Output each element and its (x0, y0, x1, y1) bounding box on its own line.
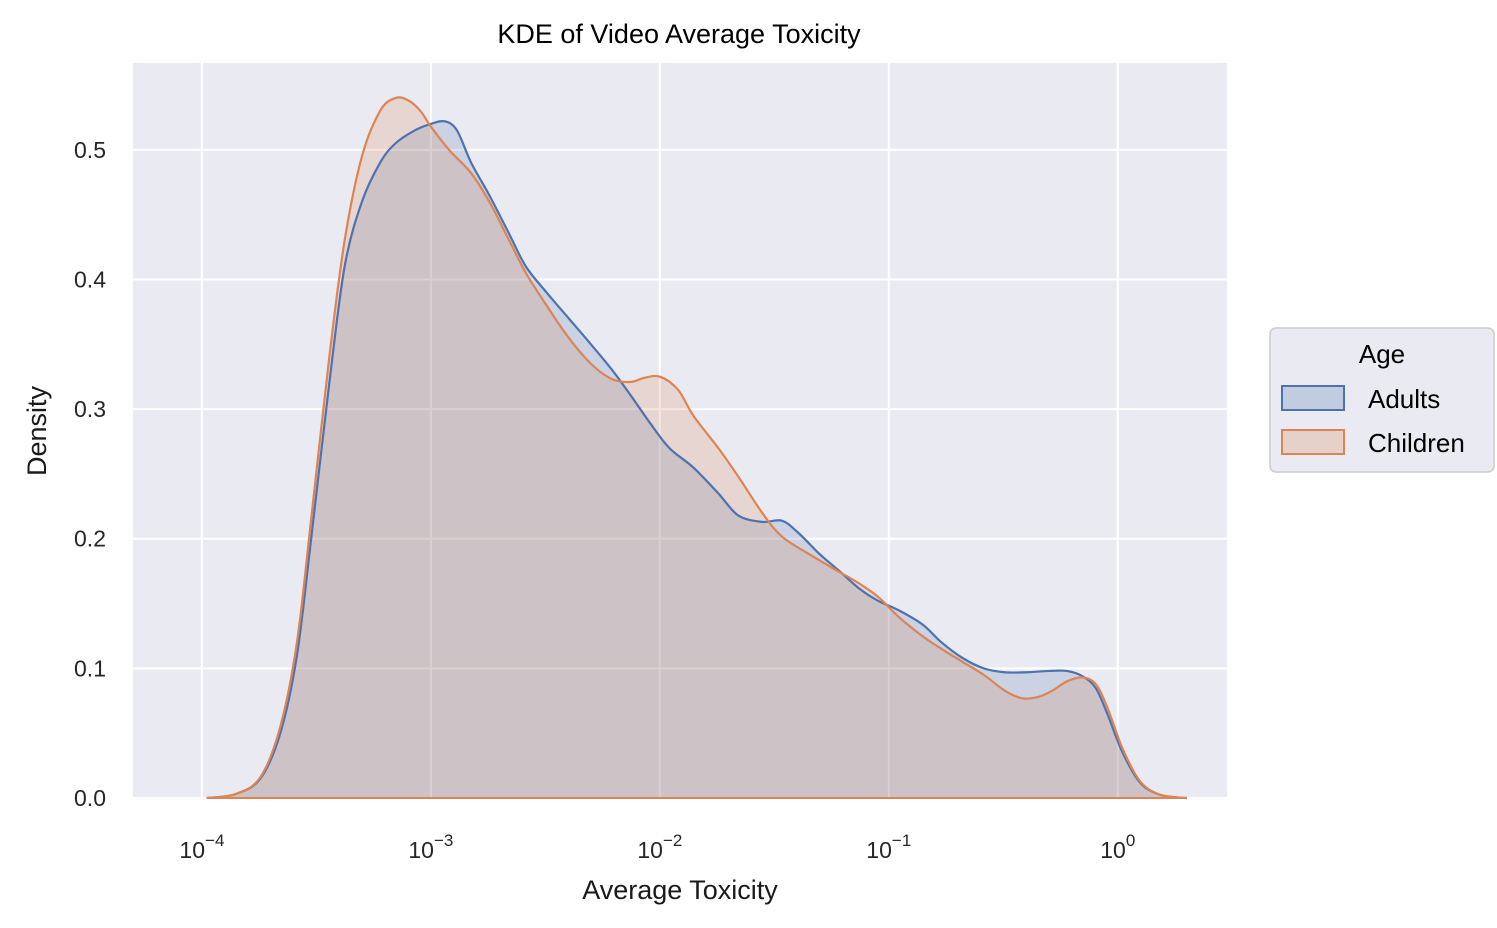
x-tick-exponent: −3 (434, 831, 453, 850)
legend-label-children: Children (1368, 428, 1465, 458)
legend-swatch-adults (1281, 385, 1345, 411)
legend-box (1269, 327, 1495, 473)
y-axis-label: Density (22, 385, 52, 476)
grid-lines (133, 63, 1227, 799)
x-tick-label: 10−4 (179, 831, 224, 863)
chart-title: KDE of Video Average Toxicity (497, 19, 861, 49)
kde-line-children (206, 96, 1187, 800)
series-layer (206, 96, 1187, 800)
x-tick-base: 10 (637, 837, 663, 863)
x-tick-base: 10 (179, 837, 205, 863)
kde-line-adults (206, 119, 1187, 800)
x-tick-label: 10−2 (637, 831, 682, 863)
legend-swatch-children (1281, 429, 1345, 455)
kde-area-adults (206, 121, 1187, 799)
legend: Age Adults Children (1269, 327, 1495, 473)
plot-area (133, 63, 1227, 798)
y-tick-label: 0.3 (74, 396, 106, 422)
y-axis-ticks: 0.0 0.1 0.2 0.3 0.4 0.5 (74, 137, 106, 811)
x-tick-base: 10 (408, 837, 434, 863)
x-axis-label: Average Toxicity (582, 875, 778, 905)
legend-title: Age (1359, 339, 1405, 369)
kde-area-children (206, 97, 1187, 798)
y-tick-label: 0.5 (74, 137, 106, 163)
x-tick-label: 100 (1100, 831, 1135, 863)
y-tick-label: 0.0 (74, 785, 106, 811)
y-tick-label: 0.2 (74, 526, 106, 552)
y-tick-label: 0.4 (74, 266, 106, 292)
x-tick-exponent: −4 (205, 831, 224, 850)
x-axis-ticks: 10−4 10−3 10−2 10−1 100 (179, 831, 1135, 863)
x-tick-exponent: −2 (663, 831, 682, 850)
y-tick-label: 0.1 (74, 655, 106, 681)
x-tick-label: 10−1 (866, 831, 911, 863)
x-tick-base: 10 (1100, 837, 1126, 863)
x-tick-exponent: −1 (892, 831, 911, 850)
x-tick-exponent: 0 (1126, 831, 1135, 850)
x-tick-label: 10−3 (408, 831, 453, 863)
x-tick-base: 10 (866, 837, 892, 863)
legend-label-adults: Adults (1368, 384, 1440, 414)
